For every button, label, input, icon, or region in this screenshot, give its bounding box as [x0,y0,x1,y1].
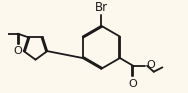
Text: Br: Br [95,1,108,14]
Text: O: O [129,79,138,89]
Text: O: O [146,60,155,70]
Text: O: O [13,46,22,56]
